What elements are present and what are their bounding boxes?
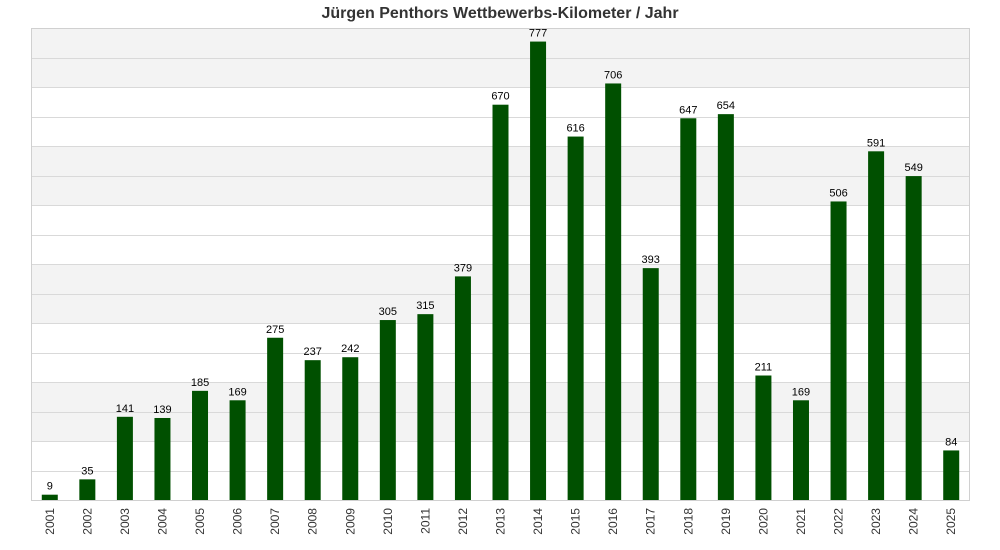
bar-2004 [154,417,171,500]
x-tick-label-2025: 2025 [944,508,958,535]
plot-frame [31,28,970,501]
plot-band [31,28,970,58]
x-tick-label-2006: 2006 [231,508,245,535]
x-tick-label-2023: 2023 [869,508,883,535]
chart-title: Jürgen Penthors Wettbewerbs-Kilometer / … [321,5,678,22]
value-label-2010: 305 [379,306,397,318]
bar-2014 [530,41,547,500]
bar-2011 [417,314,434,500]
value-label-2013: 670 [491,91,509,103]
value-label-2014: 777 [529,28,547,40]
x-tick-label-2005: 2005 [193,508,207,535]
x-tick-label-2017: 2017 [644,508,658,535]
value-label-2019: 654 [717,100,735,112]
bar-2003 [116,416,133,500]
x-tick-label-2013: 2013 [494,508,508,535]
bar-2024 [905,176,922,500]
x-tick-label-2001: 2001 [43,508,57,535]
value-label-2016: 706 [604,69,622,81]
value-label-2011: 315 [416,300,434,312]
plot-band [31,57,970,87]
value-label-2007: 275 [266,324,284,336]
bar-2019 [717,114,734,500]
bar-2005 [192,390,209,500]
bar-2016 [605,83,622,501]
x-tick-label-2024: 2024 [907,508,921,535]
x-tick-label-2014: 2014 [531,508,545,535]
x-tick-label-2018: 2018 [681,508,695,535]
bar-2002 [79,479,96,500]
x-tick-label-2004: 2004 [155,508,169,535]
x-tick-label-2007: 2007 [268,508,282,535]
bar-2007 [267,337,284,500]
x-tick-label-2003: 2003 [118,508,132,535]
x-tick-label-2008: 2008 [306,508,320,535]
bar-2008 [304,360,321,500]
bar-2017 [642,268,659,500]
x-tick-label-2009: 2009 [343,508,357,535]
x-tick-labels-group: 2001 2002 2003 2004 2005 2006 2007 2008 2009 2010… [43,508,958,535]
x-tick-label-2015: 2015 [569,508,583,535]
x-tick-label-2021: 2021 [794,508,808,535]
bar-2018 [680,118,697,501]
bar-2012 [454,276,471,500]
value-label-2001: 9 [47,481,53,493]
bars-group [41,41,960,501]
x-tick-label-2016: 2016 [606,508,620,535]
x-tick-label-2002: 2002 [80,508,94,535]
bar-2006 [229,400,246,500]
x-tick-label-2011: 2011 [418,508,432,534]
value-label-2004: 139 [153,404,171,416]
value-label-2009: 242 [341,343,359,355]
value-label-2002: 35 [81,465,93,477]
value-label-2006: 169 [228,386,246,398]
value-label-2022: 506 [829,187,847,199]
x-tick-label-2019: 2019 [719,508,733,535]
bar-2009 [342,357,359,500]
bar-2023 [868,151,885,500]
value-label-2021: 169 [792,386,810,398]
bar-2013 [492,104,509,500]
x-tick-label-2010: 2010 [381,508,395,535]
x-tick-label-2012: 2012 [456,508,470,535]
value-label-2017: 393 [642,254,660,266]
value-label-2018: 647 [679,104,697,116]
bar-2022 [830,201,847,500]
value-label-2020: 211 [755,362,773,374]
bar-2010 [379,320,396,500]
value-label-2015: 616 [566,123,584,135]
value-label-2012: 379 [454,262,472,274]
value-labels-group: 9 35 141 139 185 169 275 237 242 305 315 379 670 777 6… [47,28,958,493]
value-label-2005: 185 [191,377,209,389]
value-label-2024: 549 [904,162,922,174]
value-label-2023: 591 [867,137,885,149]
value-label-2003: 141 [116,403,134,415]
bar-2025 [943,450,960,500]
bar-2020 [755,375,772,500]
x-tick-label-2020: 2020 [756,508,770,535]
value-label-2008: 237 [304,346,322,358]
bar-2021 [792,400,809,500]
bar-2015 [567,136,584,500]
bar-2001 [41,494,58,500]
x-tick-label-2022: 2022 [832,508,846,535]
value-label-2025: 84 [945,436,957,448]
